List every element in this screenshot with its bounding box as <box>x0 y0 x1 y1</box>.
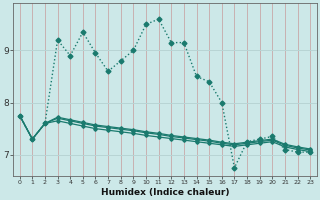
X-axis label: Humidex (Indice chaleur): Humidex (Indice chaleur) <box>101 188 229 197</box>
